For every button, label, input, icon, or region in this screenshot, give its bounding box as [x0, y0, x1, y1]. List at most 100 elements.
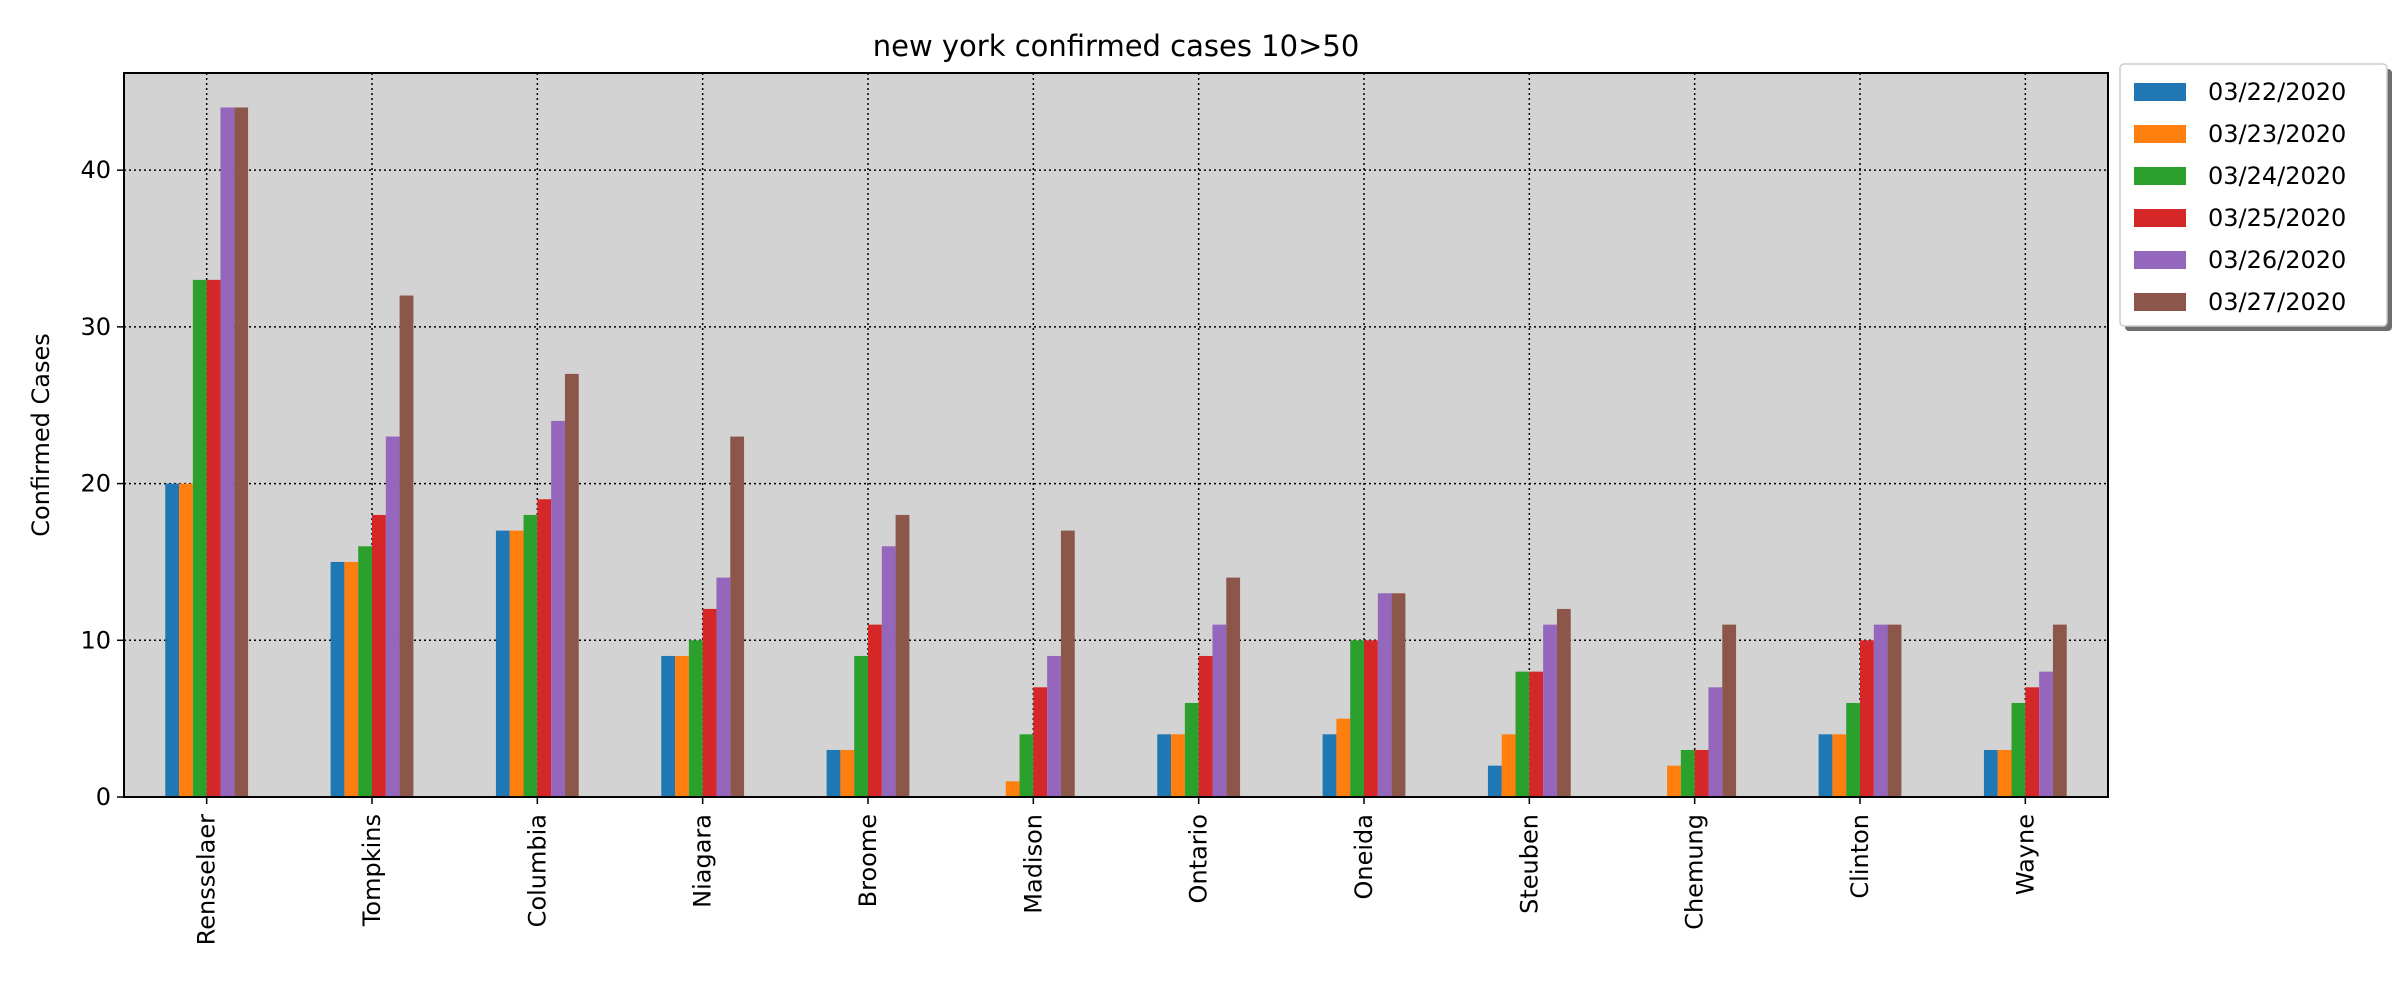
bar [385, 436, 400, 797]
bar [1019, 734, 1034, 797]
legend-swatch [2134, 293, 2186, 311]
x-tick-label: Rensselaer [193, 814, 221, 945]
bar [1708, 687, 1723, 797]
x-tick-label: Niagara [689, 814, 717, 908]
bar [1529, 671, 1544, 797]
bar [730, 436, 745, 797]
bar [1818, 734, 1833, 797]
bar [675, 655, 689, 797]
bar [1391, 593, 1406, 797]
bar [2052, 624, 2067, 797]
legend-label: 03/22/2020 [2208, 78, 2346, 106]
legend-swatch [2134, 125, 2186, 143]
bar [523, 514, 538, 797]
legend-label: 03/24/2020 [2208, 162, 2346, 190]
bar [372, 514, 386, 797]
bar [1184, 702, 1199, 797]
bar [234, 107, 249, 797]
bar [537, 499, 552, 797]
bar [1515, 671, 1530, 797]
bar [399, 295, 414, 797]
x-axis: Rensselaer Tompkins Columbia Niagara Broome M… [193, 797, 2039, 945]
bar [1350, 640, 1364, 797]
bar [826, 749, 841, 797]
bar [1226, 577, 1241, 797]
x-tick-label: Steuben [1515, 814, 1543, 914]
chart-title: new york confirmed cases 10>50 [873, 29, 1360, 63]
bar [881, 546, 896, 797]
y-tick-label: 20 [80, 470, 111, 498]
legend-swatch [2134, 209, 2186, 227]
y-tick-label: 40 [80, 156, 111, 184]
bar [495, 530, 510, 797]
bar [2011, 702, 2026, 797]
bar [1212, 624, 1227, 797]
bar [551, 420, 565, 797]
bar [1860, 640, 1874, 797]
bar [1680, 749, 1695, 797]
bar [1060, 530, 1075, 797]
bar [1873, 624, 1888, 797]
bar [1543, 624, 1557, 797]
x-tick-label: Wayne [2011, 814, 2039, 895]
bar [206, 279, 221, 797]
bar [1033, 687, 1048, 797]
bar [1322, 734, 1337, 797]
x-tick-label: Madison [1019, 814, 1047, 914]
y-axis-label: Confirmed Cases [27, 333, 55, 536]
bar [509, 530, 524, 797]
bar [1501, 734, 1516, 797]
legend-swatch [2134, 83, 2186, 101]
bar [1005, 781, 1020, 797]
bar [895, 514, 910, 797]
plot-frame [123, 72, 2109, 798]
x-tick-label: Oneida [1350, 814, 1378, 899]
bar [661, 655, 676, 797]
bar [1667, 765, 1681, 797]
bar [165, 483, 180, 797]
bars-group [165, 107, 2067, 797]
bar [1336, 718, 1351, 797]
bar [868, 624, 882, 797]
bar [1171, 734, 1185, 797]
plot-area-background [124, 73, 2108, 797]
bar [1846, 702, 1860, 797]
bar [179, 483, 193, 797]
legend-swatch [2134, 251, 2186, 269]
bar [2039, 671, 2053, 797]
y-axis: 0 10 20 30 40 [80, 156, 124, 811]
x-tick-label: Tompkins [358, 814, 386, 927]
bar [854, 655, 868, 797]
bar [1722, 624, 1737, 797]
bar [1364, 640, 1378, 797]
grid-lines [124, 73, 2108, 797]
y-tick-label: 30 [80, 313, 111, 341]
bar [1983, 749, 1998, 797]
bar [1198, 655, 1213, 797]
legend-label: 03/26/2020 [2208, 246, 2346, 274]
bar [1556, 608, 1571, 797]
bar [716, 577, 731, 797]
bar [344, 561, 359, 797]
legend-box [2119, 63, 2388, 327]
bar [702, 608, 717, 797]
legend-label: 03/27/2020 [2208, 288, 2346, 316]
bar [1887, 624, 1902, 797]
bar [330, 561, 345, 797]
x-tick-label: Columbia [523, 814, 551, 927]
bar [564, 373, 579, 797]
bar [1832, 734, 1847, 797]
bar [1487, 765, 1502, 797]
legend-swatch [2134, 167, 2186, 185]
bar [358, 546, 372, 797]
bar [688, 640, 703, 797]
bar [840, 749, 855, 797]
legend-label: 03/25/2020 [2208, 204, 2346, 232]
x-tick-label: Broome [854, 814, 882, 907]
bar [192, 279, 207, 797]
bar [1694, 749, 1709, 797]
bar [1997, 749, 2012, 797]
bar [220, 107, 235, 797]
